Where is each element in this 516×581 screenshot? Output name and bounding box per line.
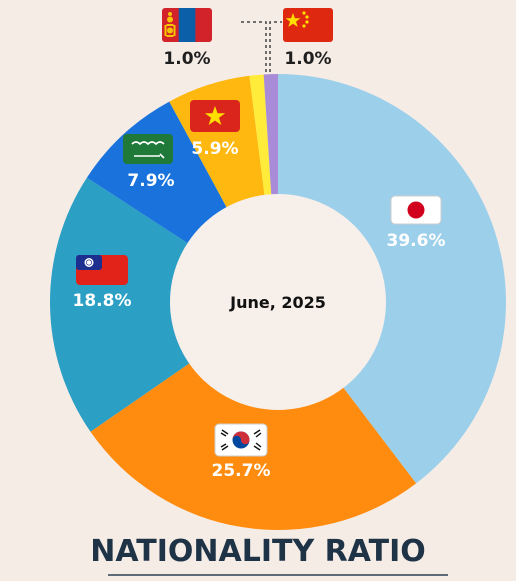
saudi-arabia-percentage-label: 7.9% — [127, 171, 174, 191]
taiwan-flag-icon — [76, 255, 128, 285]
saudi-arabia-flag-icon — [123, 134, 173, 164]
mongolia-percentage-label: 1.0% — [163, 49, 210, 69]
chart-title: NATIONALITY RATIO — [90, 534, 426, 569]
china-flag-icon — [283, 8, 333, 42]
japan-slice — [278, 74, 507, 484]
china-leader-line — [269, 21, 282, 72]
title-underline — [108, 574, 448, 576]
mongolia-leader-line — [238, 21, 267, 72]
saudi-arabia-slice — [86, 101, 231, 248]
south-korea-flag-icon — [214, 423, 268, 457]
center-date-label: June, 2025 — [229, 293, 326, 312]
donut-hole — [170, 194, 386, 410]
taiwan-slice — [49, 177, 196, 432]
donut-slices — [49, 74, 507, 530]
china-slice — [263, 74, 278, 203]
mongolia-slice — [249, 74, 272, 203]
japan-flag-icon — [390, 195, 442, 225]
japan-percentage-label: 39.6% — [387, 231, 446, 251]
taiwan-percentage-label: 18.8% — [73, 291, 132, 311]
china-percentage-label: 1.0% — [284, 49, 331, 69]
mongolia-flag-icon — [162, 8, 212, 42]
vietnam-percentage-label: 5.9% — [191, 139, 238, 159]
korea-percentage-label: 25.7% — [212, 461, 271, 481]
vietnam-flag-icon — [190, 100, 240, 132]
